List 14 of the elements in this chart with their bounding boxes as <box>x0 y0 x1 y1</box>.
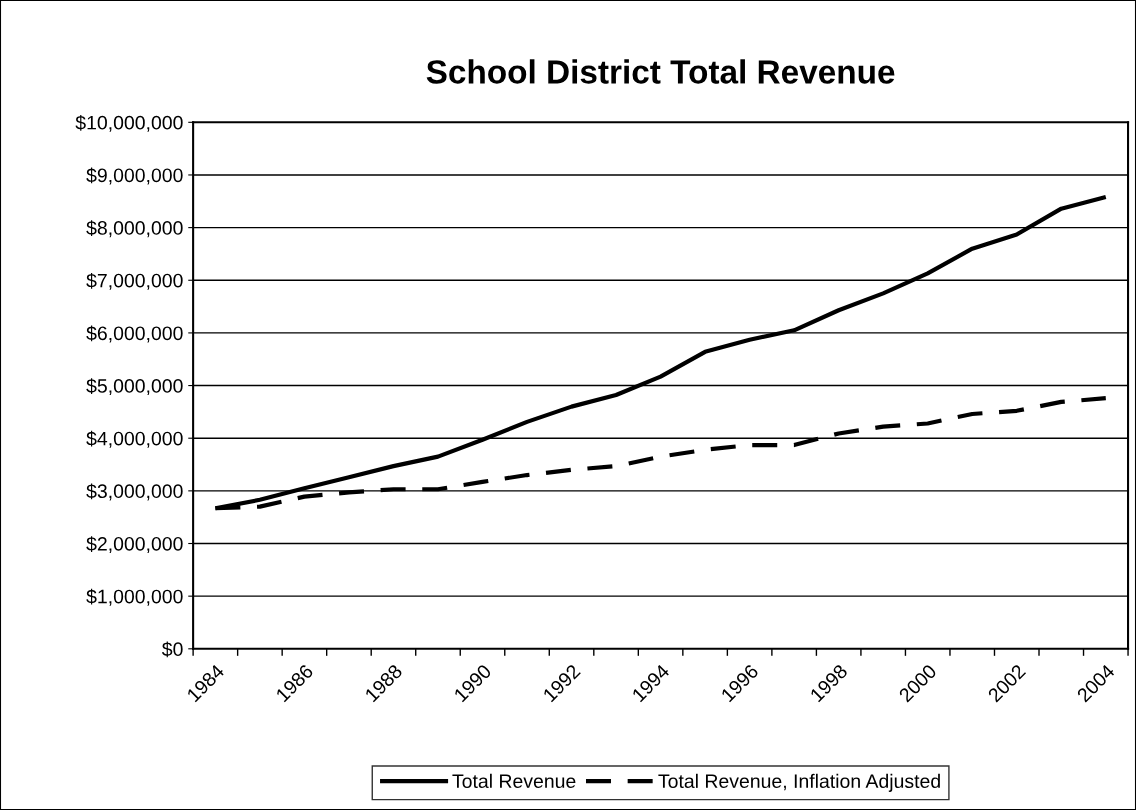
y-tick-label: $4,000,000 <box>86 430 183 448</box>
legend-label: Total Revenue, Inflation Adjusted <box>658 773 940 792</box>
y-tick-label: $7,000,000 <box>86 272 183 290</box>
y-tick-label: $2,000,000 <box>86 536 183 554</box>
legend-label: Total Revenue <box>452 773 576 789</box>
y-tick-label: $3,000,000 <box>86 483 183 501</box>
y-tick-label: $5,000,000 <box>86 378 183 396</box>
y-tick-label: $10,000,000 <box>75 114 183 132</box>
chart-title: School District Total Revenue <box>426 59 895 84</box>
y-tick-label: $6,000,000 <box>86 325 183 343</box>
y-tick-label: $8,000,000 <box>86 220 183 238</box>
y-tick-label: $9,000,000 <box>86 167 183 185</box>
y-tick-label: $0 <box>161 641 183 658</box>
y-tick-label: $1,000,000 <box>86 588 183 606</box>
